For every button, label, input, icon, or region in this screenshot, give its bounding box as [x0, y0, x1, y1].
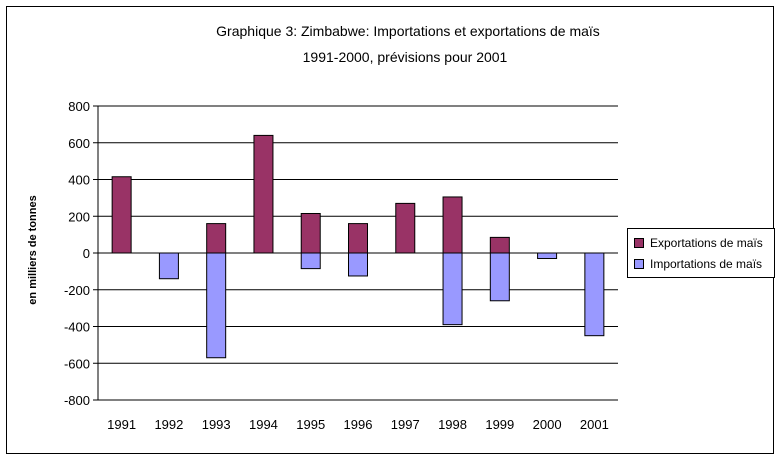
- y-axis-label: en milliers de tonnes: [27, 195, 39, 304]
- bar-imports-1999: [489, 252, 510, 302]
- x-tick-label: 1991: [107, 417, 136, 432]
- bar-imports-1996: [348, 252, 368, 277]
- legend: Exportations de maïs Importations de maï…: [627, 228, 775, 278]
- legend-swatch-exports: [634, 238, 644, 248]
- bar-exports-1995: [300, 212, 321, 254]
- chart-title-line2: 1991-2000, prévisions pour 2001: [303, 49, 508, 65]
- bar-exports-1991: [111, 176, 132, 254]
- y-tick-label: -800: [64, 393, 90, 408]
- x-tick-label: 1999: [485, 417, 514, 432]
- bar-imports-1993: [206, 252, 227, 359]
- y-tick-label: 0: [83, 246, 90, 261]
- bar-layer: [111, 134, 605, 359]
- legend-label-exports: Exportations de maïs: [650, 236, 763, 250]
- bar-imports-1992: [158, 252, 179, 280]
- legend-item-exports: Exportations de maïs: [634, 236, 763, 250]
- x-tick-label: 1995: [296, 417, 325, 432]
- bar-exports-1993: [206, 223, 227, 254]
- y-tick-label: 800: [68, 99, 90, 114]
- x-tick-label: 2001: [580, 417, 609, 432]
- y-tick-label: -400: [64, 320, 90, 335]
- x-tick-label: 1996: [344, 417, 373, 432]
- bar-exports-1997: [395, 202, 416, 254]
- y-tick-label: 400: [68, 173, 90, 188]
- x-tick-label: 1998: [438, 417, 467, 432]
- bar-imports-2000: [537, 252, 558, 260]
- legend-item-imports: Importations de maïs: [634, 257, 762, 271]
- x-tick-label: 2000: [533, 417, 562, 432]
- y-tick-label: 200: [68, 209, 90, 224]
- bar-exports-1994: [253, 134, 274, 254]
- x-tick-label: 1993: [202, 417, 231, 432]
- bar-imports-1998: [442, 252, 463, 326]
- bar-imports-2001: [584, 252, 605, 337]
- bar-exports-1998: [442, 196, 463, 254]
- y-tick-label: -200: [64, 283, 90, 298]
- y-tick-label: -600: [64, 356, 90, 371]
- y-tick-label: 600: [68, 136, 90, 151]
- bar-imports-1995: [300, 252, 321, 270]
- x-tick-label: 1992: [154, 417, 183, 432]
- x-tick-label: 1994: [249, 417, 278, 432]
- bar-exports-1996: [348, 223, 368, 254]
- bar-exports-1999: [489, 236, 510, 254]
- chart-title-line1: Graphique 3: Zimbabwe: Importations et e…: [216, 23, 600, 39]
- legend-swatch-imports: [634, 259, 644, 269]
- legend-label-imports: Importations de maïs: [650, 257, 763, 271]
- x-tick-label: 1997: [391, 417, 420, 432]
